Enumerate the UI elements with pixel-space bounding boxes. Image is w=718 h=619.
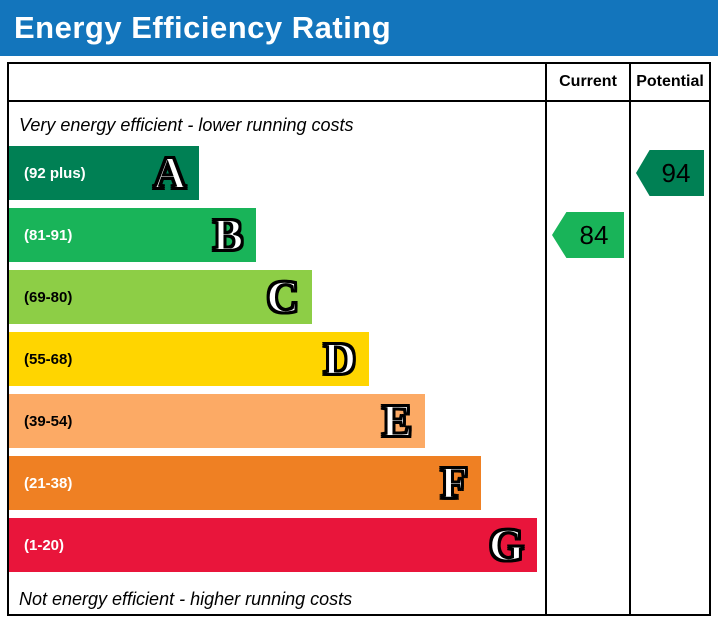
band-e-letter: E [381, 395, 413, 447]
current-column-header: Current [545, 64, 629, 100]
band-f-range-label: (21-38) [24, 474, 73, 492]
header-spacer [9, 64, 545, 100]
current-rating-arrow: 84 [552, 212, 624, 258]
band-row-b: (81-91) B [9, 208, 545, 270]
potential-column-header: Potential [629, 64, 709, 100]
band-row-d: (55-68) D [9, 332, 545, 394]
band-g-bar: (1-20) G [9, 518, 537, 572]
band-b-range-label: (81-91) [24, 226, 73, 244]
page-title: Energy Efficiency Rating [14, 10, 392, 45]
title-banner: Energy Efficiency Rating [0, 0, 718, 56]
chart-body: Very energy efficient - lower running co… [9, 102, 709, 614]
potential-column: 94 [629, 102, 709, 614]
band-e-range-label: (39-54) [24, 412, 73, 430]
current-column: 84 [545, 102, 629, 614]
bottom-caption: Not energy efficient - higher running co… [19, 589, 353, 609]
band-g-range-label: (1-20) [24, 536, 65, 554]
band-c-range-label: (69-80) [24, 288, 73, 306]
potential-rating-value: 94 [661, 157, 691, 188]
band-f-bar: (21-38) F [9, 456, 481, 510]
chart-header-row: Current Potential [9, 64, 709, 102]
rating-bands-area: Very energy efficient - lower running co… [9, 102, 545, 614]
band-row-g: (1-20) G [9, 518, 545, 580]
top-caption: Very energy efficient - lower running co… [19, 115, 354, 135]
band-e-bar: (39-54) E [9, 394, 425, 448]
band-row-e: (39-54) E [9, 394, 545, 456]
band-c-bar: (69-80) C [9, 270, 312, 324]
potential-rating-arrow: 94 [636, 150, 704, 196]
band-b-bar: (81-91) B [9, 208, 256, 262]
energy-rating-chart: Current Potential Very energy efficient … [7, 62, 711, 616]
band-f-letter: F [440, 457, 469, 509]
band-g-letter: G [488, 519, 525, 571]
band-a-bar: (92 plus) A [9, 146, 199, 200]
band-a-range-label: (92 plus) [24, 164, 86, 182]
band-d-bar: (55-68) D [9, 332, 369, 386]
current-rating-value: 84 [579, 219, 609, 250]
band-row-f: (21-38) F [9, 456, 545, 518]
band-row-a: (92 plus) A [9, 146, 545, 208]
band-a-letter: A [153, 147, 187, 199]
band-row-c: (69-80) C [9, 270, 545, 332]
band-d-range-label: (55-68) [24, 350, 73, 368]
band-c-letter: C [266, 271, 300, 323]
band-b-letter: B [212, 209, 244, 261]
band-d-letter: D [323, 333, 357, 385]
